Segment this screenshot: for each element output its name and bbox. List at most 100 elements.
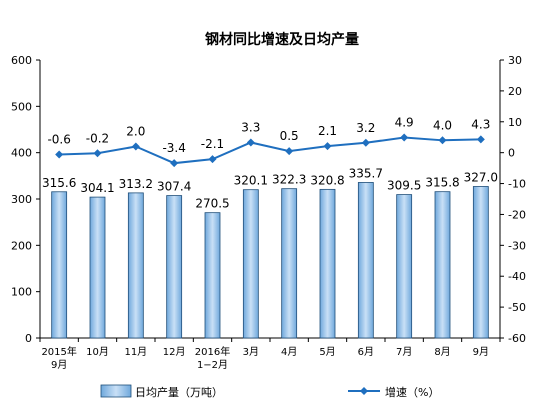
bar-data-label: 307.4 bbox=[157, 180, 191, 194]
bar-data-label: 270.5 bbox=[195, 197, 229, 211]
bar bbox=[319, 188, 336, 339]
left-axis-tick-label: 500 bbox=[11, 100, 32, 113]
x-tick-label: 12月 bbox=[163, 346, 186, 358]
line-data-label: -2.1 bbox=[201, 137, 224, 151]
line-point-marker bbox=[170, 159, 179, 168]
growth-line bbox=[59, 136, 481, 165]
left-axis-tick-label: 0 bbox=[25, 332, 32, 345]
line-point-marker bbox=[400, 133, 409, 142]
bar bbox=[51, 191, 68, 339]
line-point-marker bbox=[131, 142, 140, 151]
x-tick-label: 4月 bbox=[281, 346, 297, 358]
x-tick-label-line: 8月 bbox=[434, 346, 450, 358]
bar-data-label: 304.1 bbox=[80, 181, 114, 195]
line-point-marker bbox=[55, 150, 64, 159]
right-axis-tick-label: -20 bbox=[508, 208, 526, 221]
x-tick-label-line: 4月 bbox=[281, 346, 297, 358]
bar-data-label: 320.8 bbox=[310, 173, 344, 187]
line-data-label: 2.0 bbox=[126, 124, 145, 138]
right-axis-tick-label: 20 bbox=[508, 85, 522, 98]
legend: 日均产量（万吨） 增速（%） bbox=[100, 384, 439, 399]
right-axis-tick-label: 10 bbox=[508, 116, 522, 129]
left-axis-tick-label: 600 bbox=[11, 54, 32, 67]
x-tick-label: 7月 bbox=[396, 346, 412, 358]
line-data-label: -0.2 bbox=[86, 131, 109, 145]
x-tick-label-line: 12月 bbox=[163, 346, 186, 358]
x-tick-label: 8月 bbox=[434, 346, 450, 358]
line-point-marker bbox=[476, 135, 485, 144]
x-tick-label: 5月 bbox=[319, 346, 335, 358]
bar-data-label: 335.7 bbox=[349, 166, 383, 180]
x-tick-label-line: 9月 bbox=[473, 346, 489, 358]
bar-data-label: 309.5 bbox=[387, 179, 421, 193]
right-axis-tick-label: -10 bbox=[508, 178, 526, 191]
bar-labels-group: 315.6 304.1 313.2 307.4 270.5 320.1 322.3 320.8… bbox=[42, 166, 498, 210]
x-tick-label-line: 11月 bbox=[124, 346, 147, 358]
right-axis-tick-label: 0 bbox=[508, 147, 515, 160]
line-data-label: 4.3 bbox=[471, 117, 490, 131]
x-tick-label: 6月 bbox=[358, 346, 374, 358]
x-tick-label-line: 2016年 bbox=[195, 345, 230, 358]
x-tick-label: 10月 bbox=[86, 346, 109, 358]
line-data-label: 3.3 bbox=[241, 120, 260, 134]
right-axis-tick-label: -30 bbox=[508, 239, 526, 252]
bar bbox=[89, 196, 106, 339]
line-data-label: 4.9 bbox=[395, 116, 414, 130]
line-data-label: -0.6 bbox=[47, 133, 70, 147]
bar bbox=[357, 182, 374, 339]
left-axis-tick-label: 200 bbox=[11, 239, 32, 252]
left-axis-tick-label: 100 bbox=[11, 286, 32, 299]
axes-group: 0 100 200 300 400 500 600 -60 -50 -40 -30 -20 -10 0 10… bbox=[11, 54, 526, 345]
bar-data-label: 327.0 bbox=[464, 170, 498, 184]
legend-bar-swatch bbox=[100, 384, 132, 398]
bars-group bbox=[51, 182, 489, 339]
x-tick-label-line: 6月 bbox=[358, 346, 374, 358]
line-point-marker bbox=[285, 147, 294, 156]
x-tick-label-line: 1−2月 bbox=[197, 359, 228, 371]
chart-title: 钢材同比增速及日均产量 bbox=[205, 31, 359, 48]
x-tick-label: 11月 bbox=[124, 346, 147, 358]
legend-line-marker bbox=[360, 387, 368, 395]
line-data-label: 3.2 bbox=[356, 121, 375, 135]
bar-data-label: 313.2 bbox=[119, 177, 153, 191]
x-tick-label: 9月 bbox=[473, 346, 489, 358]
bar bbox=[204, 212, 221, 339]
line-point-marker bbox=[438, 136, 447, 145]
line-group bbox=[55, 133, 485, 168]
bar-data-label: 315.8 bbox=[425, 176, 459, 190]
legend-line-label: 增速（%） bbox=[385, 385, 439, 399]
line-point-marker bbox=[323, 142, 332, 151]
line-labels-group: -0.6 -0.2 2.0 -3.4 -2.1 3.3 0.5 2.1 3.2 4.9 4.0 4.3 bbox=[47, 116, 490, 156]
bar-data-label: 320.1 bbox=[234, 174, 268, 188]
x-tick-label-line: 7月 bbox=[396, 346, 412, 358]
bar bbox=[127, 192, 144, 339]
right-axis-tick-label: -50 bbox=[508, 301, 526, 314]
x-tick-label-line: 3月 bbox=[243, 346, 259, 358]
bar bbox=[242, 189, 259, 339]
line-point-marker bbox=[93, 149, 102, 158]
bar bbox=[281, 188, 298, 339]
bar bbox=[396, 194, 413, 339]
bar bbox=[166, 195, 183, 339]
line-data-label: 2.1 bbox=[318, 124, 337, 138]
left-axis-tick-label: 400 bbox=[11, 147, 32, 160]
line-point-marker bbox=[208, 155, 217, 164]
x-tick-label-line: 9月 bbox=[51, 359, 67, 371]
x-tick-label: 3月 bbox=[243, 346, 259, 358]
line-point-marker bbox=[246, 138, 255, 147]
x-tick-label-line: 2015年 bbox=[41, 345, 76, 358]
bar bbox=[434, 191, 451, 339]
legend-bar-label: 日均产量（万吨） bbox=[135, 385, 223, 399]
right-axis-tick-label: -60 bbox=[508, 332, 526, 345]
line-data-label: 0.5 bbox=[280, 129, 299, 143]
x-tick-label: 2016年 1−2月 bbox=[195, 345, 230, 371]
bar-data-label: 315.6 bbox=[42, 176, 76, 190]
x-tick-label-line: 10月 bbox=[86, 346, 109, 358]
line-point-marker bbox=[361, 138, 370, 147]
right-axis-tick-label: -40 bbox=[508, 270, 526, 283]
x-tick-label: 2015年 9月 bbox=[41, 345, 76, 371]
line-data-label: 4.0 bbox=[433, 118, 452, 132]
left-axis-tick-label: 300 bbox=[11, 193, 32, 206]
x-tick-label-line: 5月 bbox=[319, 346, 335, 358]
